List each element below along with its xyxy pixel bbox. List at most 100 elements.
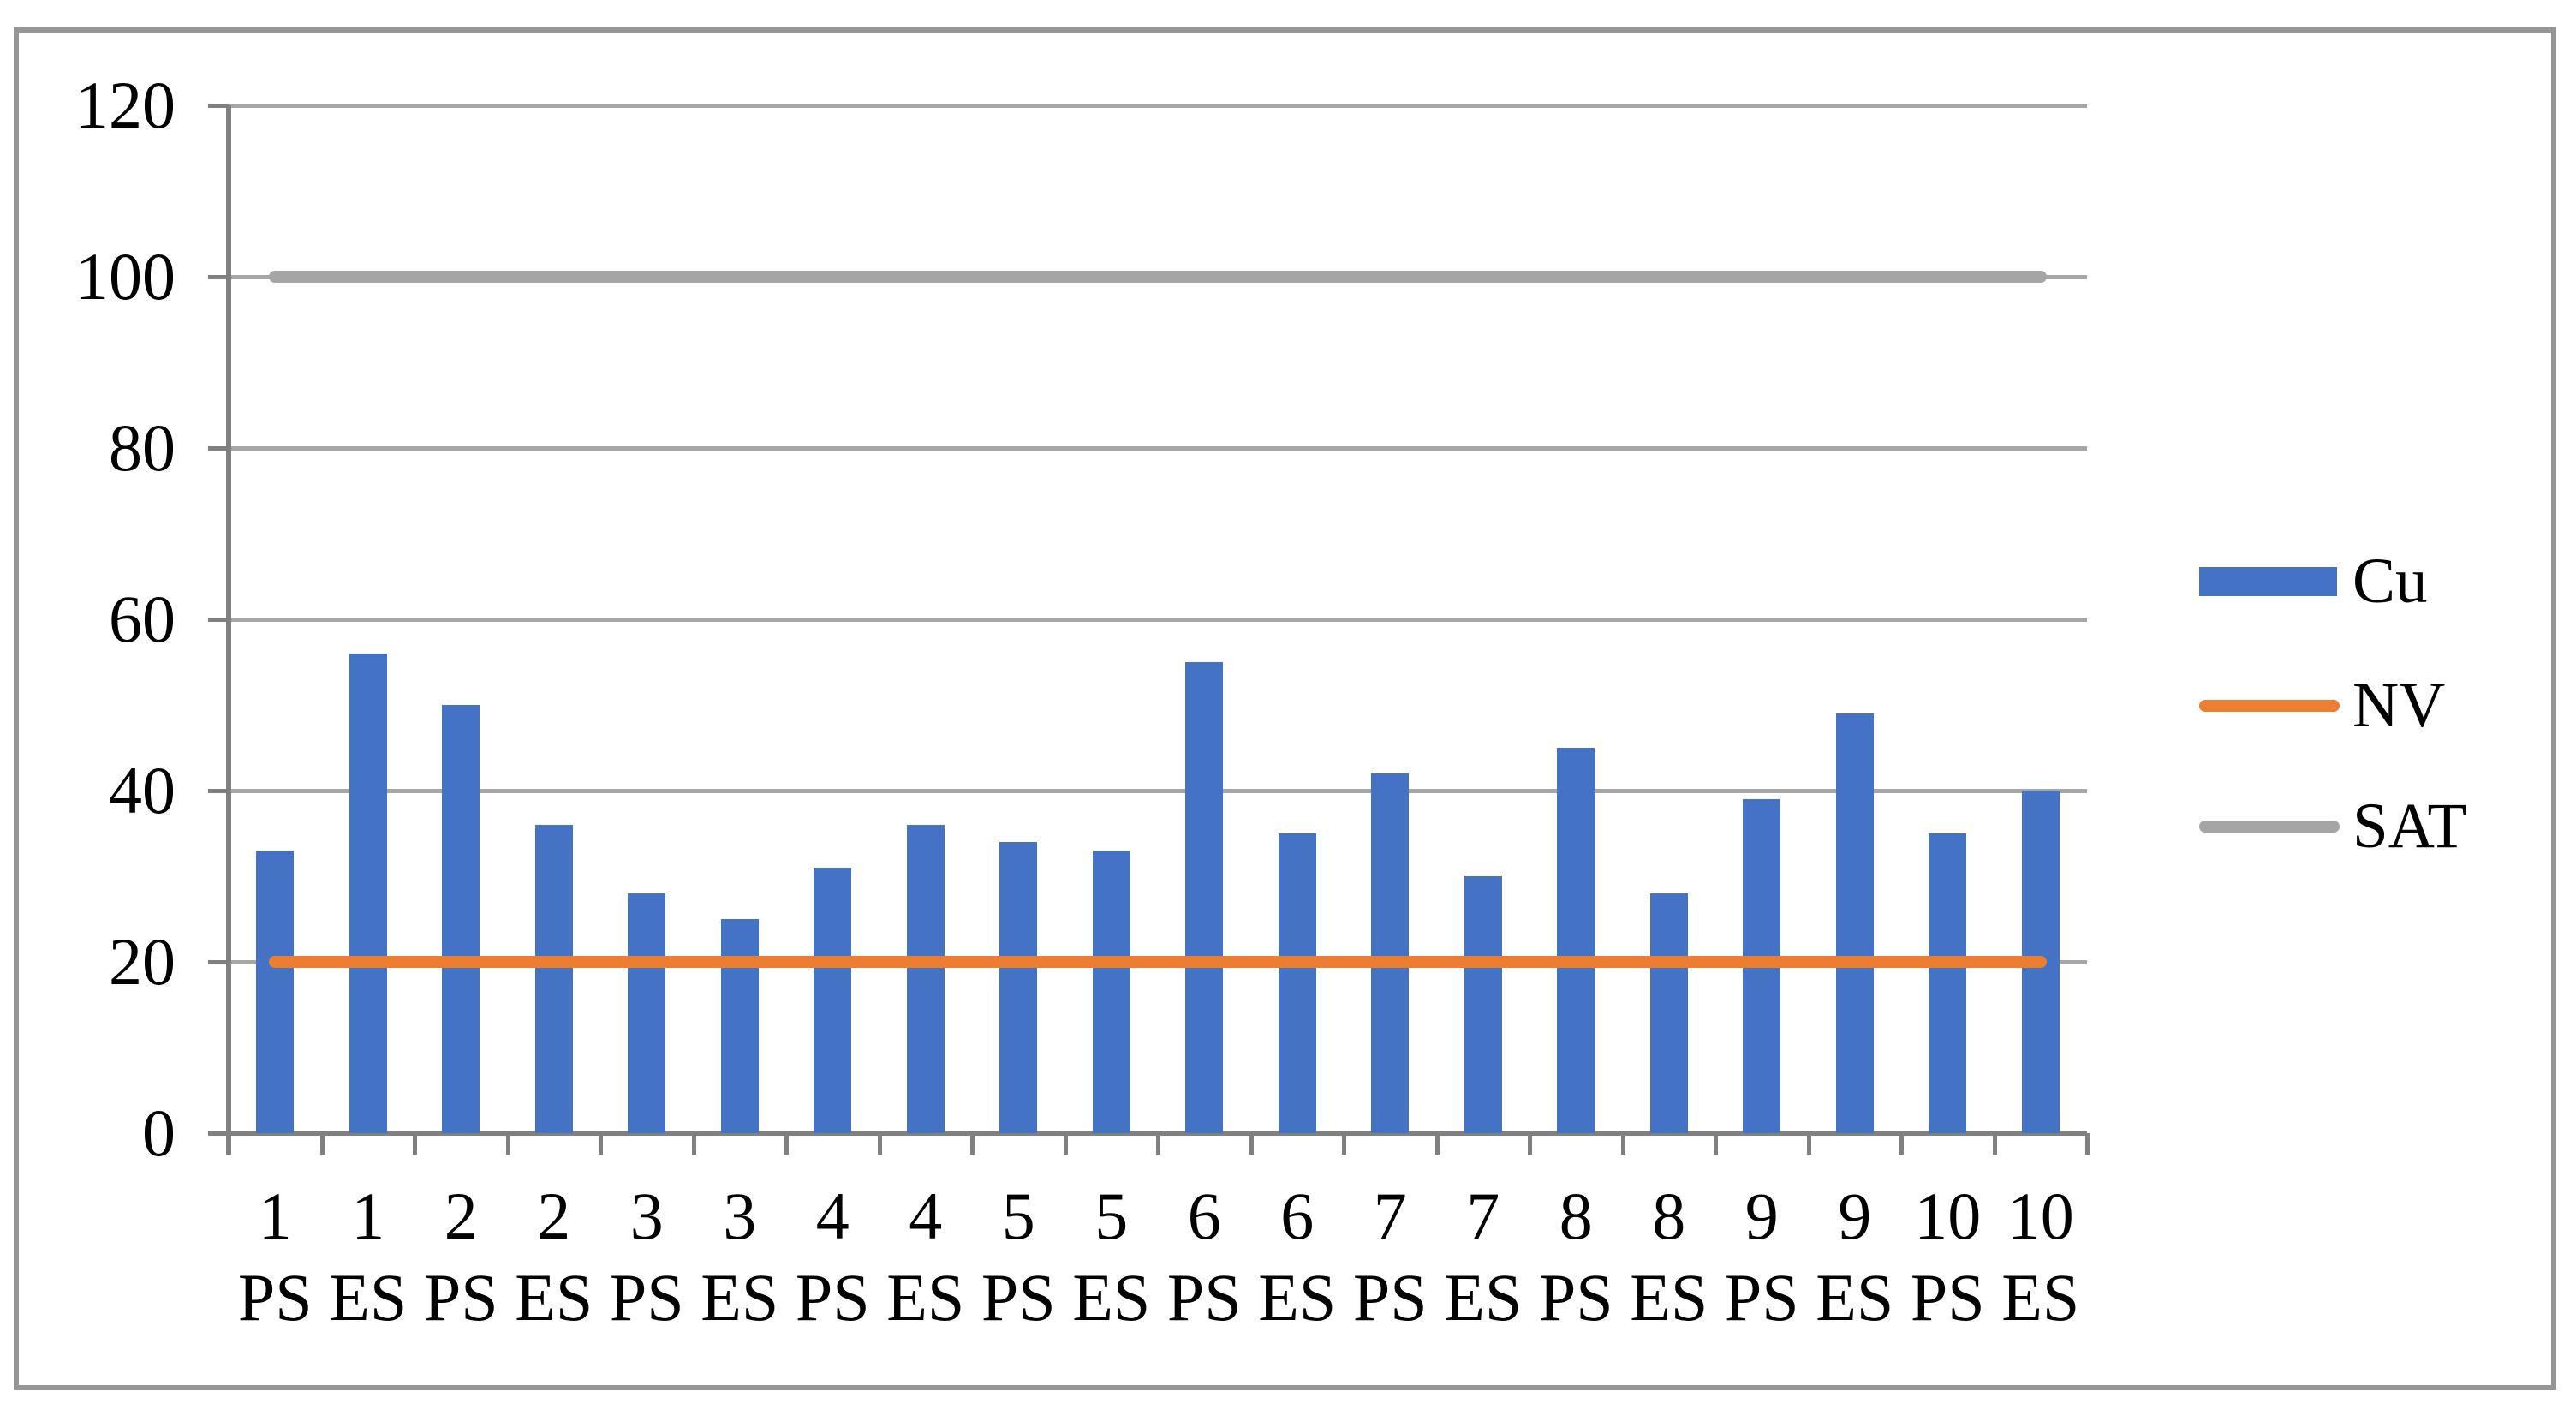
x-tick-9: [1063, 1133, 1068, 1155]
x-tick-label-number: 4: [909, 1179, 943, 1253]
bar-5-PS: [999, 842, 1038, 1133]
x-tick-label-session: PS: [1538, 1260, 1613, 1334]
x-tick-4: [599, 1133, 603, 1155]
x-tick-12: [1342, 1133, 1346, 1155]
gridline-y-60: [229, 618, 2087, 622]
x-tick-15: [1620, 1133, 1625, 1155]
y-axis: [226, 105, 231, 1155]
x-tick-5: [691, 1133, 696, 1155]
bar-1-ES: [349, 654, 387, 1133]
bar-2-PS: [442, 705, 480, 1133]
x-tick-16: [1714, 1133, 1718, 1155]
y-tick-100: [208, 275, 229, 279]
legend-label-sat: SAT: [2352, 791, 2467, 862]
legend-swatch-cu: [2199, 567, 2337, 596]
bar-6-PS: [1185, 662, 1224, 1133]
x-tick-label-session: ES: [515, 1260, 593, 1334]
x-tick-label-number: 10: [2007, 1179, 2074, 1253]
legend-swatch-sat: [2199, 821, 2340, 833]
x-tick-label-session: PS: [795, 1260, 870, 1334]
x-tick-label-session: ES: [1444, 1260, 1523, 1334]
x-tick-label-number: 8: [1559, 1179, 1593, 1253]
sat-line: [269, 271, 2047, 283]
x-tick-label-number: 5: [1094, 1179, 1129, 1253]
x-tick-10: [1156, 1133, 1160, 1155]
x-tick-label-session: PS: [237, 1260, 313, 1334]
x-tick-label-session: PS: [1352, 1260, 1428, 1334]
x-tick-1: [319, 1133, 325, 1155]
x-tick-18: [1899, 1133, 1904, 1155]
y-tick-20: [208, 960, 229, 964]
x-tick-label-session: PS: [1910, 1260, 1985, 1334]
x-tick-label-session: ES: [701, 1260, 779, 1334]
bar-1-PS: [256, 851, 295, 1133]
x-tick-19: [1992, 1133, 1997, 1155]
x-tick-label-number: 3: [629, 1179, 664, 1253]
x-tick-label-session: ES: [1630, 1260, 1708, 1334]
y-tick-40: [208, 789, 229, 793]
bar-4-PS: [814, 868, 852, 1133]
x-tick-label-number: 5: [1001, 1179, 1035, 1253]
bar-8-ES: [1649, 893, 1688, 1133]
x-axis: [208, 1131, 2087, 1136]
x-tick-label-number: 3: [723, 1179, 757, 1253]
x-tick-label-session: PS: [423, 1260, 498, 1334]
x-tick-label-session: PS: [609, 1260, 684, 1334]
x-tick-20: [2085, 1133, 2090, 1155]
x-tick-label-number: 9: [1744, 1179, 1779, 1253]
y-tick-label-120: 120: [75, 68, 176, 142]
y-tick-label-60: 60: [109, 582, 176, 656]
x-tick-2: [413, 1133, 417, 1155]
x-tick-label-number: 1: [258, 1179, 292, 1253]
bar-7-PS: [1371, 773, 1410, 1133]
y-tick-label-40: 40: [109, 753, 176, 827]
bar-3-PS: [628, 893, 666, 1133]
x-tick-label-number: 2: [444, 1179, 478, 1253]
chart-border-box: [14, 27, 2556, 1390]
bar-2-ES: [534, 825, 573, 1133]
x-tick-label-session: ES: [329, 1260, 408, 1334]
y-tick-label-20: 20: [109, 924, 176, 999]
legend-label-nv: NV: [2352, 670, 2446, 741]
x-tick-label-session: ES: [886, 1260, 965, 1334]
bar-4-ES: [906, 825, 945, 1133]
y-tick-120: [208, 104, 229, 108]
x-tick-3: [505, 1133, 510, 1155]
y-tick-60: [208, 618, 229, 622]
x-tick-label-session: PS: [981, 1260, 1056, 1334]
x-tick-17: [1806, 1133, 1811, 1155]
x-tick-8: [970, 1133, 975, 1155]
bar-6-ES: [1278, 833, 1316, 1133]
gridline-y-80: [229, 446, 2087, 451]
x-tick-label-number: 4: [815, 1179, 850, 1253]
bar-7-ES: [1464, 876, 1502, 1133]
x-tick-label-session: ES: [1072, 1260, 1151, 1334]
bar-8-PS: [1557, 748, 1595, 1133]
x-tick-label-number: 6: [1280, 1179, 1315, 1253]
x-tick-7: [877, 1133, 882, 1155]
x-tick-label-number: 7: [1373, 1179, 1407, 1253]
bar-3-ES: [720, 919, 759, 1133]
bar-10-PS: [1929, 833, 1967, 1133]
x-tick-label-number: 1: [351, 1179, 385, 1253]
x-tick-6: [784, 1133, 789, 1155]
x-tick-label-session: ES: [2001, 1260, 2080, 1334]
x-tick-label-number: 2: [537, 1179, 571, 1253]
x-tick-label-number: 9: [1838, 1179, 1872, 1253]
y-tick-label-80: 80: [109, 410, 176, 485]
x-tick-label-number: 10: [1914, 1179, 1982, 1253]
legend-label-cu: Cu: [2352, 546, 2428, 617]
y-tick-80: [208, 446, 229, 451]
y-tick-label-100: 100: [75, 239, 176, 313]
gridline-y-120: [229, 104, 2087, 108]
bar-5-ES: [1092, 851, 1130, 1133]
x-tick-0: [227, 1133, 231, 1155]
x-tick-label-session: PS: [1724, 1260, 1799, 1334]
x-tick-label-number: 7: [1466, 1179, 1500, 1253]
x-tick-13: [1434, 1133, 1440, 1155]
y-tick-label-0: 0: [142, 1096, 176, 1170]
x-tick-11: [1249, 1133, 1254, 1155]
x-tick-label-number: 8: [1652, 1179, 1686, 1253]
bar-9-ES: [1835, 713, 1874, 1133]
